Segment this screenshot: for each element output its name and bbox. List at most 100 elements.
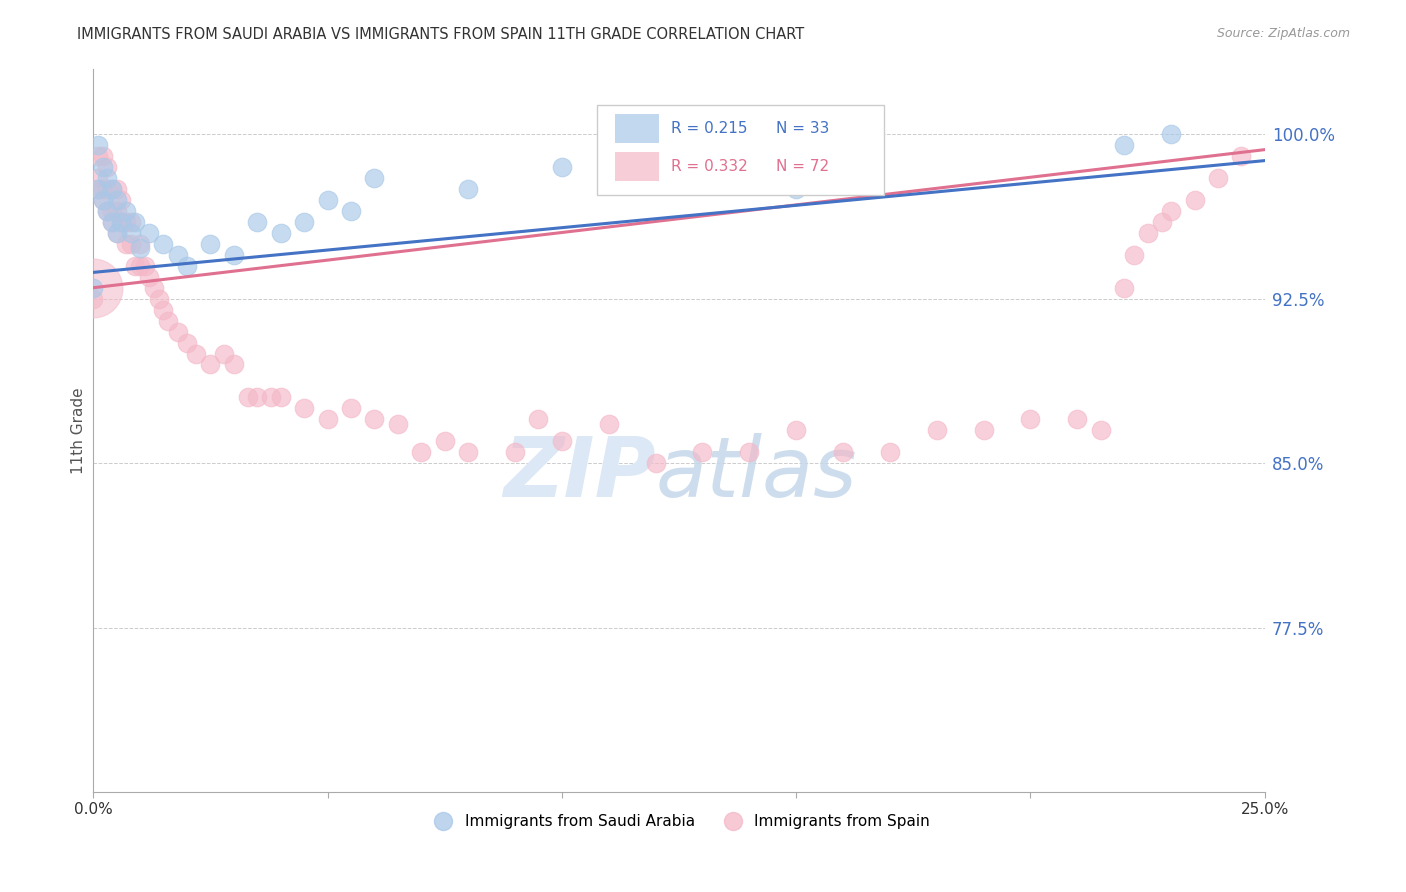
Point — [134, 259, 156, 273]
Point — [82, 281, 104, 295]
Point — [152, 302, 174, 317]
Point — [129, 241, 152, 255]
Point — [214, 346, 236, 360]
Point — [101, 215, 124, 229]
Point — [157, 313, 180, 327]
Point — [316, 412, 339, 426]
Point — [270, 226, 292, 240]
Legend: Immigrants from Saudi Arabia, Immigrants from Spain: Immigrants from Saudi Arabia, Immigrants… — [422, 808, 936, 835]
Point — [292, 401, 315, 416]
Point — [1160, 204, 1182, 219]
Point — [236, 390, 259, 404]
Point — [1114, 138, 1136, 153]
Point — [644, 456, 666, 470]
Point — [87, 138, 110, 153]
Point — [363, 171, 385, 186]
Point — [1230, 149, 1253, 163]
Point — [176, 259, 198, 273]
Point — [124, 259, 146, 273]
Point — [101, 182, 124, 196]
Point — [87, 149, 110, 163]
Point — [457, 445, 479, 459]
Point — [91, 193, 114, 207]
Point — [101, 182, 124, 196]
Point — [110, 215, 132, 229]
Point — [925, 423, 948, 437]
Point — [340, 204, 363, 219]
Point — [246, 215, 269, 229]
Point — [387, 417, 409, 431]
Point — [138, 269, 160, 284]
Point — [120, 215, 142, 229]
Point — [105, 182, 128, 196]
Point — [101, 204, 124, 219]
Point — [105, 204, 128, 219]
Point — [105, 226, 128, 240]
Point — [105, 226, 128, 240]
Point — [222, 248, 245, 262]
Point — [166, 248, 188, 262]
Point — [96, 204, 118, 219]
Point — [200, 358, 222, 372]
Point — [87, 182, 110, 196]
Point — [503, 445, 526, 459]
Point — [124, 215, 146, 229]
Point — [1019, 412, 1042, 426]
Point — [91, 160, 114, 174]
Point — [82, 281, 104, 295]
Text: ZIP: ZIP — [503, 434, 655, 514]
FancyBboxPatch shape — [598, 104, 884, 195]
Point — [152, 236, 174, 251]
Point — [598, 417, 620, 431]
Point — [91, 193, 114, 207]
Point — [973, 423, 995, 437]
Point — [292, 215, 315, 229]
Point — [91, 149, 114, 163]
Text: atlas: atlas — [655, 434, 858, 514]
Point — [105, 193, 128, 207]
Bar — [614, 152, 659, 181]
Point — [692, 445, 714, 459]
Bar — [614, 114, 659, 143]
Point — [148, 292, 170, 306]
Text: N = 33: N = 33 — [776, 121, 830, 136]
Point — [101, 215, 124, 229]
Text: R = 0.215: R = 0.215 — [671, 121, 748, 136]
Point — [82, 292, 104, 306]
Point — [115, 204, 138, 219]
Point — [316, 193, 339, 207]
Point — [246, 390, 269, 404]
Y-axis label: 11th Grade: 11th Grade — [72, 387, 86, 474]
Point — [411, 445, 433, 459]
Point — [1160, 128, 1182, 142]
Point — [200, 236, 222, 251]
Point — [1206, 171, 1229, 186]
Point — [110, 193, 132, 207]
Text: IMMIGRANTS FROM SAUDI ARABIA VS IMMIGRANTS FROM SPAIN 11TH GRADE CORRELATION CHA: IMMIGRANTS FROM SAUDI ARABIA VS IMMIGRAN… — [77, 27, 804, 42]
Point — [222, 358, 245, 372]
Point — [527, 412, 550, 426]
Point — [115, 215, 138, 229]
Point — [738, 445, 761, 459]
Point — [832, 445, 855, 459]
Point — [166, 325, 188, 339]
Point — [785, 423, 807, 437]
Text: Source: ZipAtlas.com: Source: ZipAtlas.com — [1216, 27, 1350, 40]
Point — [87, 182, 110, 196]
Point — [129, 259, 152, 273]
Point — [176, 335, 198, 350]
Point — [551, 434, 574, 449]
Point — [785, 182, 807, 196]
Point — [363, 412, 385, 426]
Point — [1090, 423, 1112, 437]
Point — [879, 445, 901, 459]
Point — [91, 182, 114, 196]
Point — [270, 390, 292, 404]
Point — [87, 171, 110, 186]
Point — [96, 182, 118, 196]
Point — [1114, 281, 1136, 295]
Point — [120, 236, 142, 251]
Point — [115, 236, 138, 251]
Text: R = 0.332: R = 0.332 — [671, 159, 748, 174]
Point — [186, 346, 208, 360]
